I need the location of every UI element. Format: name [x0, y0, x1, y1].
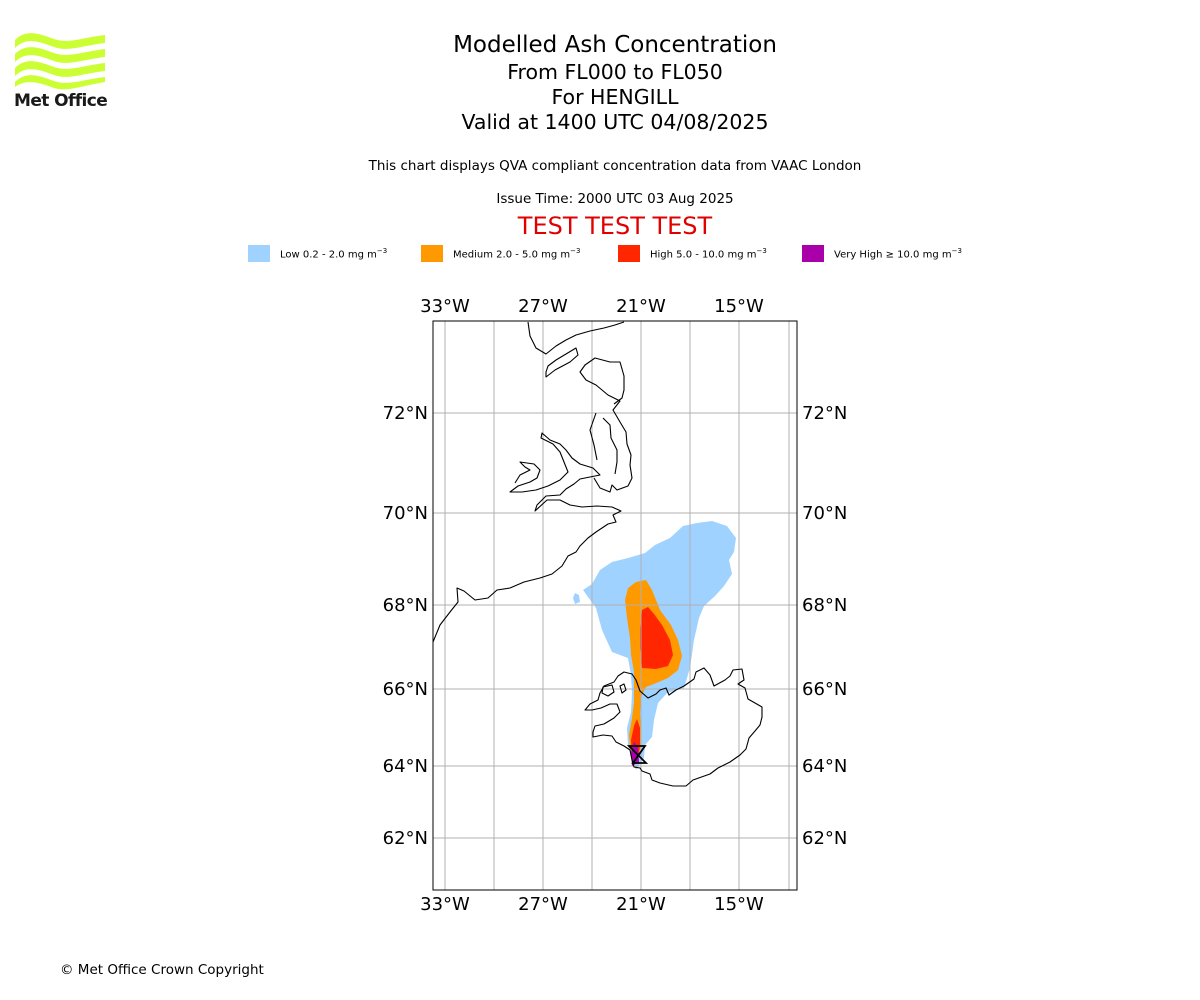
map-content [433, 321, 797, 890]
lat-label-left: 62°N [383, 828, 428, 849]
copyright-text: © Met Office Crown Copyright [60, 962, 264, 978]
logo-text: Met Office [14, 91, 108, 111]
legend-swatch-medium [421, 245, 443, 262]
valid-time: Valid at 1400 UTC 04/08/2025 [461, 110, 769, 134]
lon-labels-top: 33°W 27°W 21°W 15°W [420, 296, 764, 317]
compliance-note: This chart displays QVA compliant concen… [368, 158, 862, 174]
ash-low-patch [573, 593, 580, 604]
lat-label-left: 66°N [383, 679, 428, 700]
legend: Low 0.2 - 2.0 mg m−3 Medium 2.0 - 5.0 mg… [248, 244, 1008, 264]
legend-label-low: Low 0.2 - 2.0 mg m−3 [280, 247, 388, 261]
lat-label-right: 68°N [802, 595, 847, 616]
met-office-logo-icon [15, 33, 105, 90]
ash-very-high-region [631, 742, 639, 766]
map-frame [432, 320, 798, 891]
legend-swatch-high [618, 245, 640, 262]
test-banner: TEST TEST TEST [517, 212, 713, 240]
lat-label-right: 62°N [802, 828, 847, 849]
chart-title: Modelled Ash Concentration [453, 32, 777, 58]
lat-label-left: 64°N [383, 756, 428, 777]
lat-label-left: 70°N [383, 503, 428, 524]
lon-labels-bottom: 33°W 27°W 21°W 15°W [420, 894, 764, 915]
lon-label-top: 33°W [420, 296, 470, 317]
lon-label-top: 15°W [714, 296, 764, 317]
issue-time: Issue Time: 2000 UTC 03 Aug 2025 [496, 191, 734, 207]
lon-label-bottom: 15°W [714, 894, 764, 915]
coastlines [433, 321, 763, 787]
volcano-name: For HENGILL [551, 85, 679, 109]
lon-label-bottom: 21°W [616, 894, 666, 915]
volcano-marker-icon [626, 745, 649, 764]
legend-label-medium: Medium 2.0 - 5.0 mg m−3 [453, 247, 581, 261]
title-block: Modelled Ash Concentration From FL000 to… [415, 30, 815, 135]
lon-label-bottom: 33°W [420, 894, 470, 915]
flight-levels: From FL000 to FL050 [507, 60, 723, 84]
ash-high-region [640, 607, 673, 669]
lon-label-top: 27°W [518, 296, 568, 317]
lat-labels-right: 72°N 70°N 68°N 66°N 64°N 62°N [802, 403, 847, 849]
lat-labels-left: 72°N 70°N 68°N 66°N 64°N 62°N [383, 403, 428, 849]
lat-label-left: 68°N [383, 595, 428, 616]
lat-label-right: 70°N [802, 503, 847, 524]
legend-label-high: High 5.0 - 10.0 mg m−3 [650, 247, 767, 261]
lat-label-left: 72°N [383, 403, 428, 424]
lat-label-right: 72°N [802, 403, 847, 424]
legend-swatch-very-high [802, 245, 824, 262]
map-gridlines [433, 321, 797, 890]
legend-label-very-high: Very High ≥ 10.0 mg m−3 [834, 247, 962, 261]
lon-label-top: 21°W [616, 296, 666, 317]
ash-medium-region [625, 580, 682, 762]
lon-label-bottom: 27°W [518, 894, 568, 915]
legend-swatch-low [248, 245, 270, 262]
lat-label-right: 64°N [802, 756, 847, 777]
lat-label-right: 66°N [802, 679, 847, 700]
